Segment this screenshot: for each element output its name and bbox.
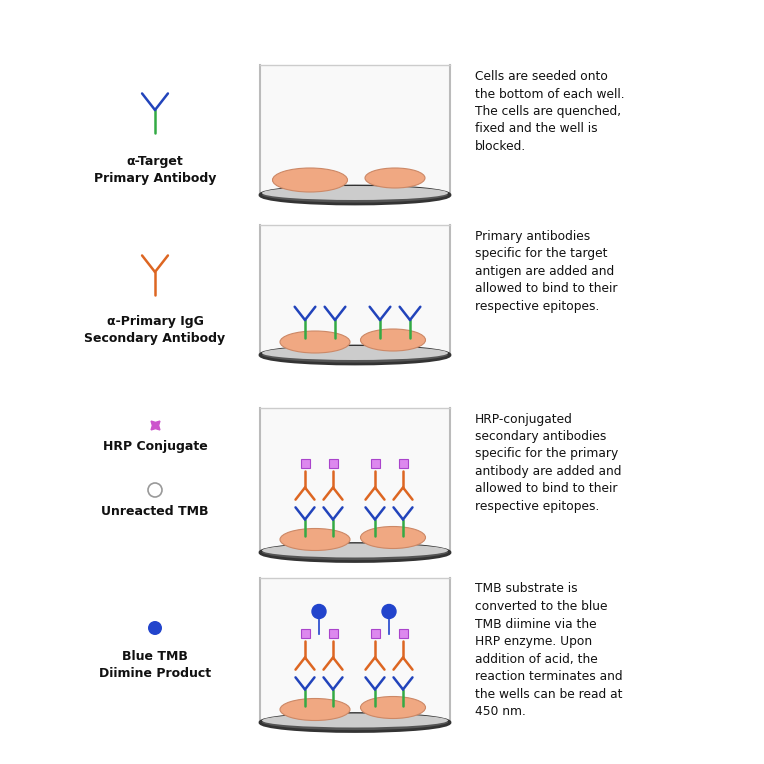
- Ellipse shape: [280, 529, 350, 551]
- Ellipse shape: [365, 168, 425, 188]
- Text: α-Target: α-Target: [127, 155, 183, 168]
- Circle shape: [312, 604, 326, 619]
- Bar: [329, 629, 338, 638]
- Bar: [371, 459, 380, 468]
- Bar: [399, 629, 407, 638]
- Ellipse shape: [280, 331, 350, 353]
- Ellipse shape: [262, 186, 448, 200]
- Text: α-Primary IgG: α-Primary IgG: [106, 315, 203, 328]
- Bar: [300, 459, 309, 468]
- Circle shape: [148, 621, 162, 635]
- Ellipse shape: [280, 698, 350, 720]
- Text: Primary Antibody: Primary Antibody: [94, 172, 216, 185]
- Bar: [399, 459, 407, 468]
- Text: Cells are seeded onto
the bottom of each well.
The cells are quenched,
fixed and: Cells are seeded onto the bottom of each…: [475, 70, 625, 153]
- Text: HRP-conjugated
secondary antibodies
specific for the primary
antibody are added : HRP-conjugated secondary antibodies spec…: [475, 413, 621, 513]
- Polygon shape: [260, 578, 450, 723]
- Ellipse shape: [260, 543, 450, 562]
- Ellipse shape: [361, 329, 426, 351]
- Ellipse shape: [262, 714, 448, 727]
- Text: HRP Conjugate: HRP Conjugate: [102, 440, 207, 453]
- Bar: [329, 459, 338, 468]
- Text: Unreacted TMB: Unreacted TMB: [102, 505, 209, 518]
- Ellipse shape: [260, 714, 450, 731]
- Polygon shape: [260, 407, 450, 552]
- Text: Diimine Product: Diimine Product: [99, 667, 211, 680]
- Bar: [371, 629, 380, 638]
- Ellipse shape: [273, 168, 348, 192]
- Text: Secondary Antibody: Secondary Antibody: [85, 332, 225, 345]
- Polygon shape: [260, 225, 450, 355]
- Text: TMB substrate is
converted to the blue
TMB diimine via the
HRP enzyme. Upon
addi: TMB substrate is converted to the blue T…: [475, 582, 623, 718]
- Ellipse shape: [262, 346, 448, 360]
- Ellipse shape: [260, 346, 450, 364]
- Ellipse shape: [262, 543, 448, 558]
- Polygon shape: [260, 65, 450, 195]
- Ellipse shape: [260, 186, 450, 204]
- Text: Blue TMB: Blue TMB: [122, 650, 188, 663]
- Circle shape: [382, 604, 396, 619]
- Bar: [300, 629, 309, 638]
- Text: Primary antibodies
specific for the target
antigen are added and
allowed to bind: Primary antibodies specific for the targ…: [475, 230, 617, 313]
- Ellipse shape: [361, 526, 426, 549]
- Ellipse shape: [361, 697, 426, 718]
